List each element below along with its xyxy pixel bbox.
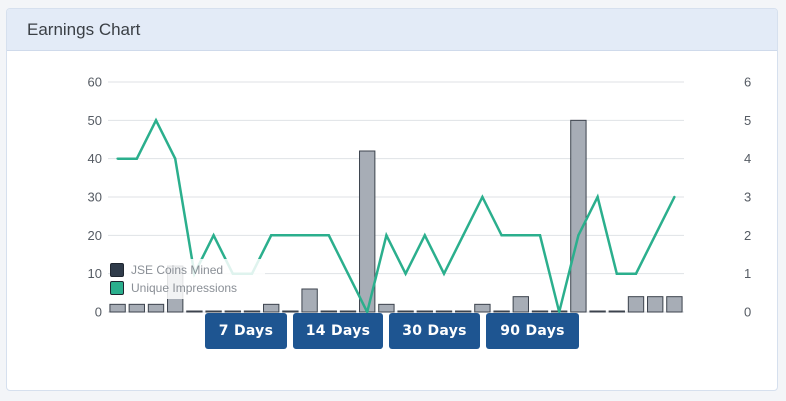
- legend-label-impressions: Unique Impressions: [131, 281, 238, 295]
- line-point: [596, 195, 599, 199]
- series-line-impressions: [117, 117, 676, 316]
- line-point: [634, 272, 638, 275]
- line-point: [462, 234, 465, 237]
- bar: [531, 310, 549, 313]
- line-point: [135, 157, 138, 160]
- y-right-tick-label: 0: [744, 305, 751, 320]
- line-point: [289, 234, 292, 237]
- bar: [589, 310, 606, 313]
- line-point: [538, 234, 542, 237]
- bar: [224, 310, 241, 313]
- line-point: [366, 310, 369, 314]
- bar: [301, 288, 318, 313]
- range-90-days-button[interactable]: 90 Days: [486, 313, 579, 349]
- y-right-tick-label: 5: [744, 113, 751, 128]
- panel-title: Earnings Chart: [27, 20, 141, 39]
- range-30-days-button[interactable]: 30 Days: [389, 313, 480, 349]
- line-point: [481, 195, 484, 199]
- line-point: [442, 272, 446, 275]
- bar: [455, 310, 472, 313]
- bar: [474, 303, 491, 313]
- line-point: [154, 119, 158, 122]
- line-point: [423, 234, 426, 237]
- line-point: [654, 234, 657, 237]
- bar: [263, 303, 280, 313]
- bar: [570, 119, 587, 313]
- bar: [666, 296, 683, 313]
- line-point: [116, 157, 119, 160]
- line-point: [346, 272, 350, 275]
- y-right-tick-label: 1: [744, 266, 751, 281]
- bar: [339, 310, 357, 313]
- y-left-tick-label: 20: [88, 228, 102, 243]
- panel-header: Earnings Chart: [7, 9, 777, 51]
- bar: [128, 303, 145, 313]
- range-7-days-button[interactable]: 7 Days: [205, 313, 287, 349]
- bar: [205, 310, 222, 313]
- legend-swatch-coins: [110, 263, 124, 277]
- y-left-tick-label: 0: [95, 305, 102, 320]
- y-left-tick-label: 30: [88, 190, 102, 205]
- bar: [627, 296, 645, 313]
- line-point: [385, 234, 388, 237]
- bar: [243, 310, 261, 313]
- y-right-tick-label: 6: [744, 75, 751, 90]
- range-14-days-button[interactable]: 14 Days: [293, 313, 383, 349]
- y-left-tick-label: 60: [88, 75, 102, 90]
- y-right-tick-label: 2: [744, 228, 751, 243]
- line-point: [577, 234, 580, 237]
- line-point: [673, 195, 676, 199]
- bar: [647, 296, 664, 313]
- bar: [186, 310, 203, 313]
- line-point: [212, 234, 215, 237]
- y-left-tick-label: 50: [88, 113, 102, 128]
- bar: [608, 310, 625, 313]
- legend-swatch-impressions: [110, 281, 124, 295]
- y-left-tick-label: 10: [88, 266, 102, 281]
- chart-legend: JSE Coins Mined Unique Impressions: [110, 259, 265, 299]
- line-point: [500, 234, 503, 237]
- bar: [378, 303, 395, 313]
- line-point: [519, 234, 522, 237]
- bar: [416, 310, 433, 313]
- line-point: [327, 234, 330, 237]
- line-point: [174, 157, 177, 160]
- bar: [435, 310, 453, 313]
- line-point: [308, 234, 311, 237]
- bar: [512, 296, 529, 313]
- legend-label-coins: JSE Coins Mined: [131, 263, 224, 277]
- y-left-tick-label: 40: [88, 151, 102, 166]
- bar: [320, 310, 337, 313]
- line-point: [615, 272, 618, 275]
- y-right-tick-label: 3: [744, 190, 751, 205]
- bar: [147, 303, 165, 313]
- bar: [282, 310, 299, 313]
- line-point: [270, 234, 273, 237]
- bar: [493, 310, 510, 313]
- bar: [397, 310, 414, 313]
- line-point: [558, 310, 561, 314]
- y-right-tick-label: 4: [744, 151, 751, 166]
- bar: [109, 303, 126, 313]
- line-point: [404, 272, 407, 275]
